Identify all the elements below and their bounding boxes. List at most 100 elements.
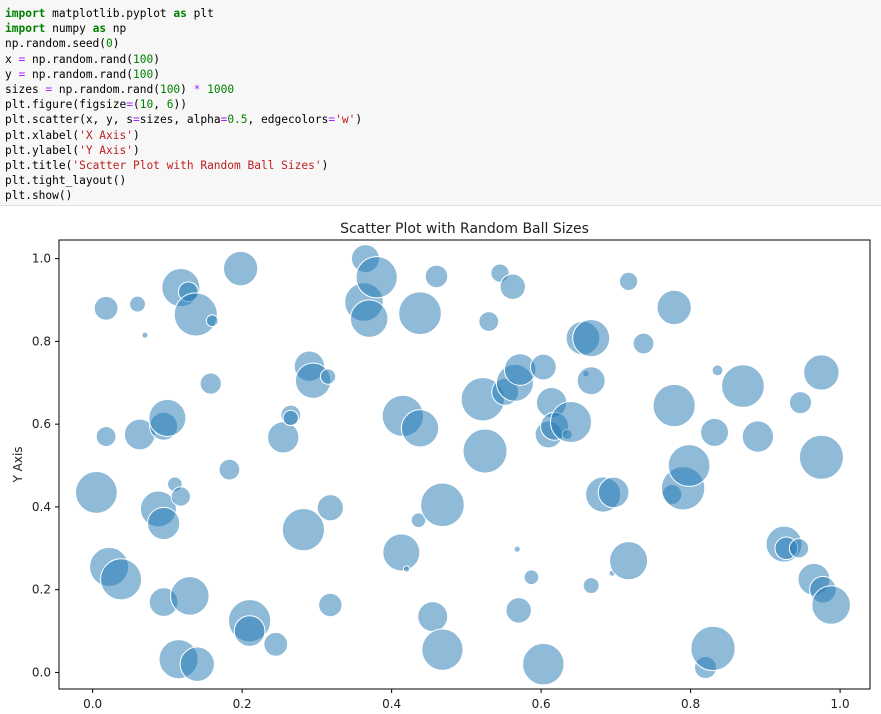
- code-token: plt.figure(figsize: [5, 98, 127, 112]
- code-line: plt.show(): [5, 189, 72, 202]
- scatter-point: [100, 558, 143, 601]
- code-token: *: [193, 83, 201, 97]
- scatter-point: [572, 319, 611, 358]
- code-token: plt.ylabel(: [5, 143, 80, 157]
- code-token: 100: [159, 83, 181, 97]
- code-token: plt.scatter(x, y, s: [5, 113, 133, 127]
- code-token: =: [18, 67, 26, 81]
- code-token: )): [173, 98, 187, 112]
- scatter-point: [522, 642, 565, 686]
- scatter-point: [382, 533, 421, 572]
- code-token: 'w': [335, 113, 356, 127]
- scatter-point: [173, 292, 218, 337]
- code-token: numpy: [45, 22, 93, 36]
- scatter-point: [632, 332, 655, 355]
- scatter-point: [618, 271, 639, 292]
- code-token: 6: [166, 98, 174, 112]
- scatter-point: [788, 391, 813, 415]
- scatter-point: [529, 353, 557, 381]
- scatter-point: [398, 291, 442, 336]
- scatter-point: [652, 383, 696, 428]
- scatter-point: [141, 331, 149, 339]
- scatter-point: [205, 314, 219, 328]
- code-cell[interactable]: import matplotlib.pyplot as plt import n…: [0, 0, 881, 206]
- code-token: ): [153, 52, 160, 66]
- code-line: plt.xlabel('X Axis'): [5, 129, 140, 142]
- scatter-point: [420, 482, 465, 528]
- scatter-point: [281, 508, 326, 552]
- code-editor[interactable]: import matplotlib.pyplot as plt import n…: [5, 6, 362, 204]
- code-token: ,: [153, 98, 167, 112]
- scatter-point: [597, 476, 630, 509]
- scatter-point: [218, 458, 241, 481]
- code-token: ): [321, 159, 329, 173]
- code-line: np.random.seed(0): [5, 37, 120, 50]
- code-line: import numpy as np: [5, 22, 126, 35]
- y-tick-label: 1.0: [32, 252, 51, 266]
- scatter-point: [424, 264, 449, 289]
- code-token: , edgecolors: [247, 113, 329, 127]
- code-token: np.random.rand(: [52, 83, 160, 97]
- scatter-point: [499, 273, 526, 300]
- x-tick-label: 0.2: [233, 697, 252, 711]
- code-token: 100: [133, 52, 154, 66]
- code-line: plt.tight_layout(): [5, 174, 126, 187]
- code-token: =: [132, 113, 140, 127]
- scatter-point: [199, 372, 222, 395]
- code-token: 0.5: [227, 113, 248, 127]
- code-token: sizes: [5, 83, 46, 97]
- x-tick-label: 0.8: [681, 697, 700, 711]
- scatter-point: [478, 311, 500, 332]
- scatter-point: [222, 250, 259, 287]
- scatter-point: [690, 625, 736, 672]
- scatter-point: [549, 401, 593, 444]
- scatter-point: [316, 494, 344, 522]
- scatter-point: [179, 646, 215, 682]
- x-tick-label: 0.0: [83, 697, 102, 711]
- code-token: import: [5, 22, 46, 36]
- code-token: import: [5, 7, 46, 20]
- scatter-point: [402, 565, 411, 573]
- y-tick-label: 0.8: [32, 334, 51, 348]
- scatter-point: [349, 299, 389, 338]
- code-token: 0: [106, 37, 113, 51]
- code-line: plt.title('Scatter Plot with Random Ball…: [5, 159, 328, 172]
- scatter-point: [462, 428, 508, 474]
- code-token: ): [180, 83, 194, 97]
- code-token: (: [133, 98, 140, 112]
- code-line: y = np.random.rand(100): [5, 68, 160, 81]
- scatter-point: [263, 631, 289, 657]
- code-token: plt.tight_layout(): [5, 174, 127, 188]
- code-line: plt.figure(figsize=(10, 6)): [5, 98, 187, 111]
- x-tick-label: 0.4: [382, 697, 401, 711]
- code-token: 'Y Axis': [79, 143, 133, 157]
- code-token: np.random.rand(: [25, 52, 134, 66]
- code-token: np: [106, 22, 127, 36]
- scatter-point: [267, 421, 300, 454]
- scatter-point: [282, 409, 299, 427]
- x-tick-label: 1.0: [831, 697, 850, 711]
- scatter-point: [811, 585, 851, 625]
- scatter-point: [318, 592, 343, 618]
- scatter-point: [523, 569, 540, 586]
- code-line: plt.ylabel('Y Axis'): [5, 144, 140, 157]
- scatter-point: [170, 486, 191, 507]
- scatter-point: [656, 289, 692, 326]
- scatter-point: [609, 541, 649, 581]
- scatter-point: [582, 577, 600, 595]
- code-token: plt.xlabel(: [5, 128, 80, 142]
- code-token: ): [153, 67, 160, 81]
- code-token: as: [92, 22, 107, 36]
- code-token: 1000: [207, 83, 235, 97]
- scatter-point: [721, 364, 765, 408]
- code-line: x = np.random.rand(100): [5, 53, 160, 66]
- scatter-point: [95, 426, 117, 447]
- code-token: plt.title(: [5, 159, 73, 173]
- code-token: plt.show(): [5, 189, 73, 203]
- scatter-point: [355, 256, 398, 299]
- code-token: sizes, alpha: [139, 113, 221, 127]
- scatter-point: [421, 628, 464, 671]
- code-token: ): [132, 128, 140, 142]
- y-tick-label: 0.2: [32, 583, 51, 597]
- code-token: ): [112, 37, 120, 51]
